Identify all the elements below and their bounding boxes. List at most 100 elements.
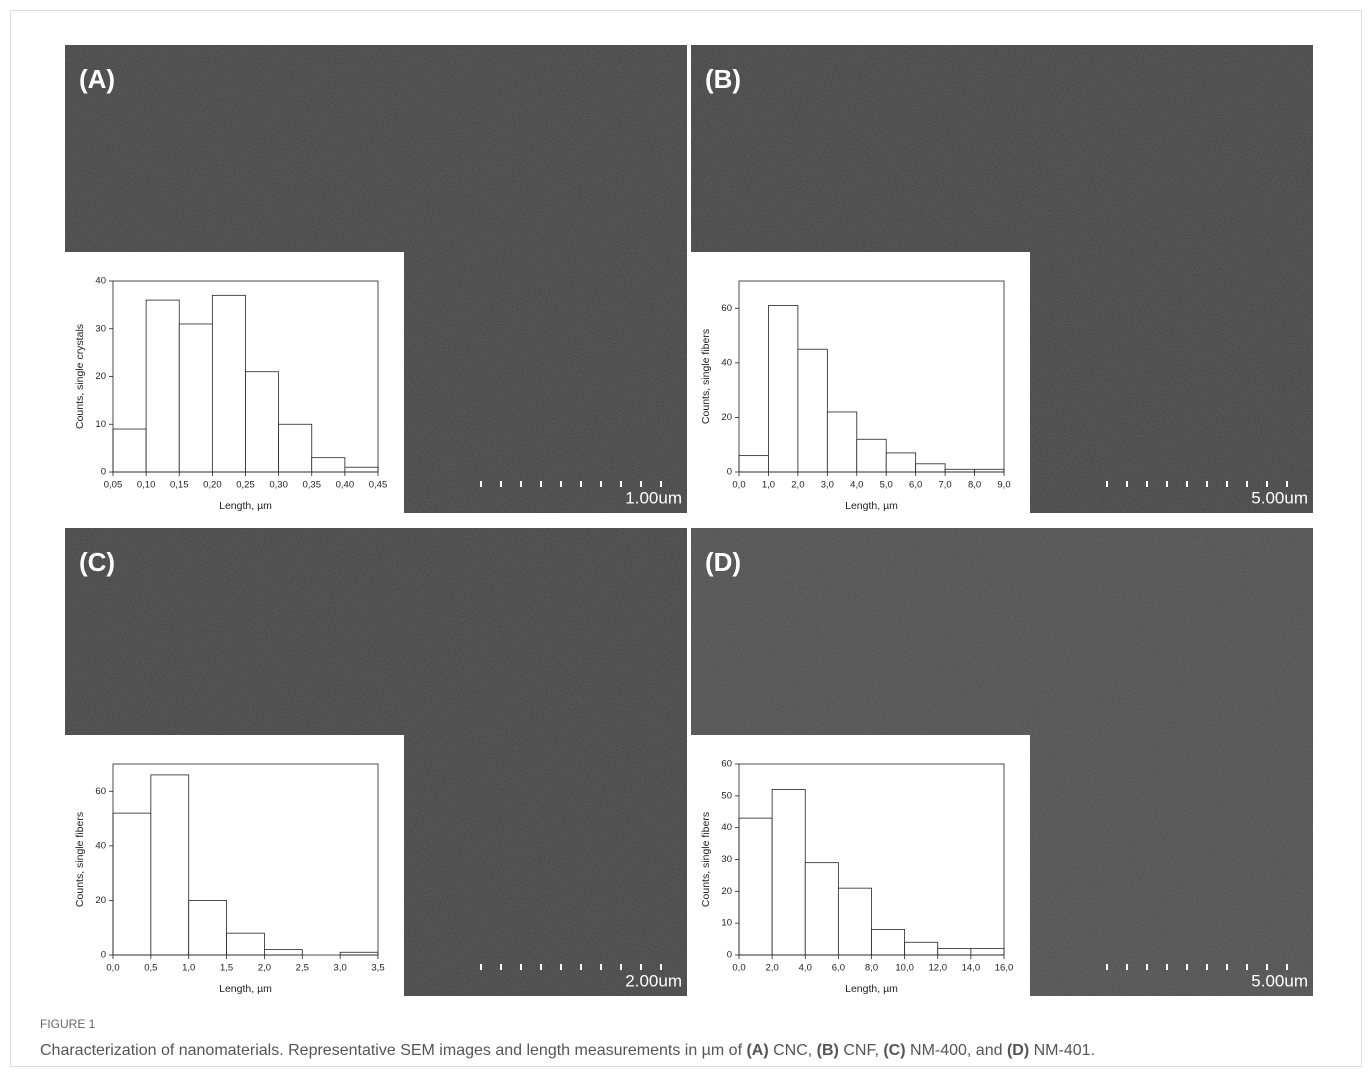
bar bbox=[245, 371, 280, 473]
x-tick-label: 0,05 bbox=[104, 480, 123, 491]
bar bbox=[188, 900, 227, 956]
bar bbox=[771, 789, 806, 956]
caption-run: CNC, bbox=[769, 1042, 817, 1059]
scale-bar-tick bbox=[1246, 481, 1248, 487]
y-tick-label: 10 bbox=[95, 419, 106, 430]
scale-bar-tick bbox=[660, 481, 662, 487]
x-axis-label: Length, µm bbox=[845, 500, 898, 512]
scale-bar-tick bbox=[500, 481, 502, 487]
x-tick-label: 3,0 bbox=[334, 963, 347, 974]
y-tick-label: 30 bbox=[721, 854, 732, 865]
x-axis-label: Length, µm bbox=[219, 983, 272, 995]
y-tick-label: 20 bbox=[721, 412, 732, 423]
figure-caption: Characterization of nanomaterials. Repre… bbox=[40, 1042, 1095, 1059]
scale-bar-label: 5.00um bbox=[1251, 971, 1308, 990]
scale-bar-tick bbox=[1206, 964, 1208, 970]
y-tick-label: 60 bbox=[721, 759, 732, 770]
y-tick-label: 20 bbox=[721, 886, 732, 897]
x-tick-label: 10,0 bbox=[895, 963, 914, 974]
x-tick-label: 0,35 bbox=[303, 480, 322, 491]
scale-bar-label: 2.00um bbox=[625, 971, 682, 990]
x-axis-label: Length, µm bbox=[219, 500, 272, 512]
scale-bar-tick bbox=[1146, 481, 1148, 487]
plot-frame bbox=[738, 280, 1005, 473]
y-tick-label: 40 bbox=[721, 357, 732, 368]
x-tick-label: 0,10 bbox=[137, 480, 156, 491]
x-tick-label: 16,0 bbox=[995, 963, 1014, 974]
bar bbox=[944, 468, 975, 473]
x-tick-label: 8,0 bbox=[968, 480, 981, 491]
y-axis-label: Counts, single crystals bbox=[74, 324, 86, 429]
bar bbox=[797, 348, 828, 473]
x-tick-label: 1,5 bbox=[220, 963, 233, 974]
x-tick-label: 0,0 bbox=[732, 480, 745, 491]
x-tick-label: 3,0 bbox=[821, 480, 834, 491]
scale-bar-tick bbox=[480, 481, 482, 487]
figure-border bbox=[10, 10, 1362, 1067]
x-tick-label: 6,0 bbox=[909, 480, 922, 491]
scale-bar-tick bbox=[1106, 481, 1108, 487]
y-tick-label: 0 bbox=[101, 950, 106, 961]
bar bbox=[826, 411, 858, 473]
panel-label: (C) bbox=[79, 547, 115, 577]
inset bbox=[691, 252, 1030, 513]
x-tick-label: 0,0 bbox=[732, 963, 745, 974]
panel-label: (A) bbox=[79, 64, 115, 94]
bar bbox=[738, 817, 773, 956]
y-tick-label: 0 bbox=[101, 467, 106, 478]
bar bbox=[150, 774, 190, 956]
x-tick-label: 12,0 bbox=[929, 963, 948, 974]
bar bbox=[226, 932, 265, 956]
scale-bar-tick bbox=[520, 481, 522, 487]
x-tick-label: 7,0 bbox=[939, 480, 952, 491]
scale-bar-tick bbox=[1266, 964, 1268, 970]
x-tick-label: 0,5 bbox=[144, 963, 157, 974]
scale-bar-tick bbox=[1146, 964, 1148, 970]
scale-bar-tick bbox=[1246, 964, 1248, 970]
scale-bar-tick bbox=[1226, 964, 1228, 970]
y-axis-label: Counts, single fibers bbox=[700, 329, 712, 424]
y-tick-label: 40 bbox=[95, 840, 106, 851]
caption-run: Characterization of nanomaterials. Repre… bbox=[40, 1042, 746, 1059]
x-tick-label: 0,30 bbox=[269, 480, 288, 491]
x-tick-label: 5,0 bbox=[880, 480, 893, 491]
scale-bar-tick bbox=[560, 481, 562, 487]
scale-bar-tick bbox=[1106, 964, 1108, 970]
x-tick-label: 14,0 bbox=[962, 963, 981, 974]
x-tick-label: 2,5 bbox=[296, 963, 309, 974]
scale-bar-tick bbox=[640, 481, 642, 487]
y-tick-label: 50 bbox=[721, 790, 732, 801]
y-tick-label: 0 bbox=[727, 467, 732, 478]
x-tick-label: 4,0 bbox=[799, 963, 812, 974]
x-tick-label: 6,0 bbox=[832, 963, 845, 974]
panel-label: (B) bbox=[705, 64, 741, 94]
x-tick-label: 0,20 bbox=[203, 480, 222, 491]
panel-label: (D) bbox=[705, 547, 741, 577]
x-tick-label: 0,15 bbox=[170, 480, 189, 491]
bar bbox=[344, 466, 379, 473]
scale-bar-tick bbox=[1166, 964, 1168, 970]
scale-bar-tick bbox=[580, 964, 582, 970]
bar bbox=[339, 951, 379, 956]
scale-bar-tick bbox=[620, 964, 622, 970]
scale-bar-tick bbox=[1126, 481, 1128, 487]
bar bbox=[264, 949, 303, 956]
bar bbox=[871, 929, 906, 956]
x-tick-label: 8,0 bbox=[865, 963, 878, 974]
bar bbox=[837, 887, 872, 956]
y-tick-label: 30 bbox=[95, 323, 106, 334]
scale-bar-tick bbox=[480, 964, 482, 970]
scale-bar-tick bbox=[1266, 481, 1268, 487]
x-tick-label: 0,25 bbox=[236, 480, 255, 491]
scale-bar-tick bbox=[1286, 481, 1288, 487]
x-tick-label: 0,0 bbox=[106, 963, 119, 974]
x-tick-label: 0,40 bbox=[336, 480, 355, 491]
bar bbox=[904, 941, 939, 956]
bar bbox=[937, 948, 972, 956]
scale-bar-tick bbox=[1166, 481, 1168, 487]
caption-run: NM-400, and bbox=[906, 1042, 1007, 1059]
y-tick-label: 60 bbox=[721, 303, 732, 314]
bar bbox=[738, 455, 769, 473]
x-tick-label: 3,5 bbox=[371, 963, 384, 974]
caption-run: (D) bbox=[1007, 1042, 1029, 1059]
